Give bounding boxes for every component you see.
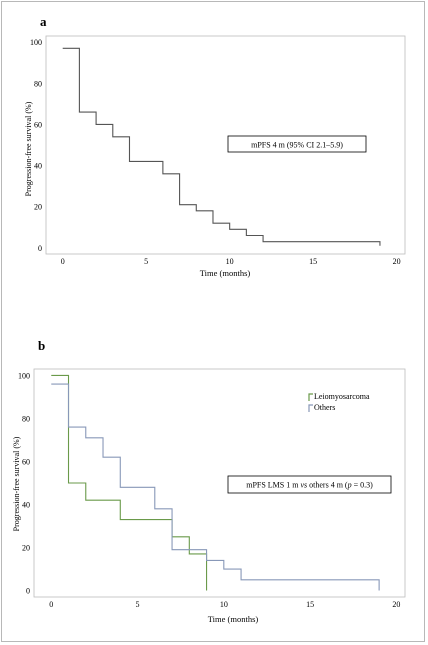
x-tick-label: 15: [306, 600, 314, 609]
y-tick-label: 40: [22, 501, 30, 510]
legend-label-leiomyosarcoma: Leiomyosarcoma: [314, 392, 370, 401]
x-tick-label: 5: [136, 600, 140, 609]
panel-a-annotation-box: [227, 135, 367, 153]
y-tick-label: 0: [38, 244, 42, 253]
x-tick-label: 15: [309, 257, 317, 266]
panel-a-x-axis-label: Time (months): [200, 268, 251, 278]
legend-swatch-others: [308, 404, 313, 412]
y-tick-label: 80: [22, 414, 30, 423]
x-tick-label: 5: [144, 257, 148, 266]
y-tick-label: 40: [34, 162, 42, 171]
survival-curve-1: [62, 47, 381, 246]
panel-a-series: [62, 47, 381, 246]
survival-curve-others: [51, 383, 380, 591]
legend-swatch-leiomyosarcoma: [308, 393, 313, 401]
panel-b-y-axis-label: Progression-free survival (%): [12, 436, 21, 531]
x-tick-label: 10: [220, 600, 228, 609]
x-tick-label: 0: [61, 257, 65, 266]
panel-a-label: a: [40, 14, 47, 29]
y-tick-label: 20: [22, 544, 30, 553]
panel-a-ticks: 0 20 40 60 80 100 0 5 10 15 20: [30, 38, 401, 266]
panel-b-ticks: 0 20 40 60 80 100 0 5 10 15 20: [18, 371, 400, 609]
y-tick-label: 60: [34, 120, 42, 129]
x-tick-label: 20: [392, 600, 400, 609]
y-tick-label: 100: [18, 371, 30, 380]
survival-curve-leiomyosarcoma: [51, 374, 208, 591]
y-tick-label: 60: [22, 457, 30, 466]
panel-a-y-axis-label: Progression-free survival (%): [24, 101, 33, 196]
x-tick-label: 0: [49, 600, 53, 609]
y-tick-label: 100: [30, 38, 42, 47]
panel-a: a 0 20 40 60 80 100 0 5 10 15 20 Time (months) Pro…: [24, 14, 406, 278]
x-tick-label: 20: [393, 257, 401, 266]
y-tick-label: 0: [26, 587, 30, 596]
panel-b-annotation: mPFS LMS 1 m vs others 4 m (p = 0.3): [246, 481, 373, 490]
panel-b-x-axis-label: Time (months): [208, 614, 259, 624]
panel-a-annotation: mPFS 4 m (95% CI 2.1–5.9): [251, 141, 343, 150]
panel-b-series: [51, 374, 380, 591]
panel-b: b 0 20 40 60 80 100 0 5 10 15 20 Time (months) Pro…: [12, 338, 406, 624]
y-tick-label: 80: [34, 79, 42, 88]
legend-label-others: Others: [314, 403, 335, 412]
y-tick-label: 20: [34, 203, 42, 212]
x-tick-label: 10: [226, 257, 234, 266]
panel-b-label: b: [38, 338, 45, 353]
panel-b-annotation-box: [227, 475, 392, 494]
panel-b-legend: Leiomyosarcoma Others: [308, 392, 370, 412]
